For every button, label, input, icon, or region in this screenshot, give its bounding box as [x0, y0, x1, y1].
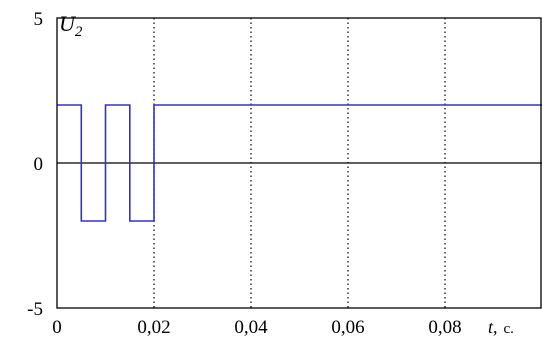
x-tick-label: 0,04: [234, 317, 268, 338]
x-tick-labels: 0 0,02 0,04 0,06 0,08: [52, 317, 461, 338]
y-tick-label: 5: [34, 9, 44, 30]
y-axis-label-sub: 2: [75, 24, 83, 40]
series-group: [57, 104, 542, 222]
x-tick-label: 0,08: [428, 317, 461, 338]
x-tick-label: 0,02: [137, 317, 170, 338]
y-axis-label-var: U: [59, 11, 77, 36]
x-tick-label: 0,06: [331, 317, 364, 338]
y-tick-label: 0: [34, 154, 44, 175]
y-axis-label: U2: [59, 11, 83, 40]
y-tick-labels: 5 0 -5: [27, 9, 43, 320]
x-tick-label: 0: [52, 317, 62, 338]
y-tick-label: -5: [27, 299, 43, 320]
x-axis-label-unit: с.: [504, 321, 514, 337]
x-axis-label-var: t,: [488, 317, 498, 337]
plot-frame: [56, 17, 542, 309]
series-line: [57, 104, 542, 222]
x-axis-label: t, с.: [488, 317, 514, 337]
